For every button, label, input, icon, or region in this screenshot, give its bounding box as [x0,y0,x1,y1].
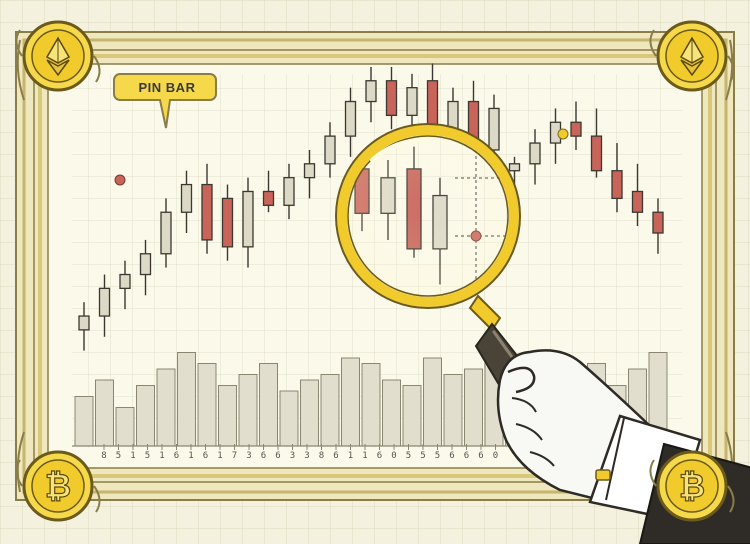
candle-bullish [508,163,521,172]
pin-bar-label: PIN BAR [139,80,196,95]
volume-bar [300,379,319,447]
coin-top-left [15,20,101,92]
volume-bar [341,357,360,447]
candle-bearish [262,190,275,206]
coin-bottom-left: ₿ [15,450,101,522]
ethereum-icon [679,36,705,77]
candle-bullish [324,135,336,165]
volume-bar [95,379,114,447]
x-tick-label: 1 [217,451,222,461]
ethereum-icon [45,36,71,77]
cufflink [595,469,611,481]
candle-bullish [365,80,377,103]
candle-bearish [570,121,582,137]
x-tick-label: 1 [348,451,353,461]
candle-bullish [406,87,418,117]
volume-bar [443,374,463,447]
volume-bar [382,379,401,447]
candle-bearish [611,170,623,200]
volume-bar [361,363,381,447]
x-tick-label: 7 [232,451,237,461]
x-tick-label: 5 [435,451,440,461]
x-tick-label: 5 [406,451,411,461]
candle-bullish [180,183,193,213]
x-tick-label: 6 [478,451,483,461]
volume-bar [464,368,483,447]
candle-bearish [221,197,234,248]
candle-bullish [529,142,541,165]
candle-bullish [98,287,111,317]
x-tick-label: 6 [377,451,382,461]
marker-dot-left [114,174,126,186]
x-tick-label: 6 [174,451,179,461]
x-tick-label: 5 [116,451,121,461]
volume-bar [177,352,196,447]
x-tick-label: 6 [261,451,266,461]
x-tick-label: 3 [246,451,251,461]
volume-bar [115,407,135,447]
volume-bar [74,396,94,447]
lens-rim [337,125,519,307]
x-tick-label: 6 [275,451,280,461]
coin-bottom-right: ₿ [649,450,735,522]
x-tick-label: 0 [391,451,396,461]
candle-bearish [385,80,398,117]
volume-bar [197,363,217,447]
candle-bearish [590,135,603,172]
x-tick-label: 1 [188,451,193,461]
x-tick-label: 3 [290,451,295,461]
x-tick-label: 8 [319,451,324,461]
bitcoin-icon: ₿ [45,467,71,505]
x-tick-label: 1 [362,451,367,461]
x-tick-label: 5 [145,451,150,461]
candle-bearish [631,190,644,213]
volume-bar [238,374,258,447]
candle-bullish [139,253,152,276]
corner-coins: ₿ ₿ [15,20,735,522]
candle-bullish [242,190,254,248]
candle-bearish [652,211,664,234]
x-tick-label: 6 [333,451,338,461]
candle-bullish [303,163,316,179]
volume-bar [402,385,422,447]
volume-bar [218,385,237,447]
magnifying-glass [335,123,556,428]
candle-bullish [160,211,172,255]
x-tick-label: 6 [203,451,208,461]
x-tick-label: 1 [159,451,164,461]
marker-dot-right [557,128,569,140]
x-tick-label: 5 [420,451,425,461]
volume-bar [259,363,278,447]
candle-bullish [119,273,131,290]
bitcoin-icon: ₿ [679,467,705,505]
x-tick-label: 6 [449,451,454,461]
candle-bearish [201,183,213,241]
volume-bar [279,390,299,447]
volume-bar [423,357,442,447]
volume-bar [136,385,155,447]
candle-bullish [344,100,357,137]
candle-bullish [283,176,295,206]
volume-bar [320,374,340,447]
volume-bar [156,368,176,447]
x-tick-label: 8 [101,451,106,461]
x-tick-label: 3 [304,451,309,461]
candle-bullish [78,315,90,331]
candle-bullish [488,107,500,151]
coin-top-right [649,20,735,92]
pin-bar-callout: PIN BAR [113,73,217,129]
x-tick-label: 1 [130,451,135,461]
x-tick-label: 6 [464,451,469,461]
x-tick-label: 0 [493,451,498,461]
